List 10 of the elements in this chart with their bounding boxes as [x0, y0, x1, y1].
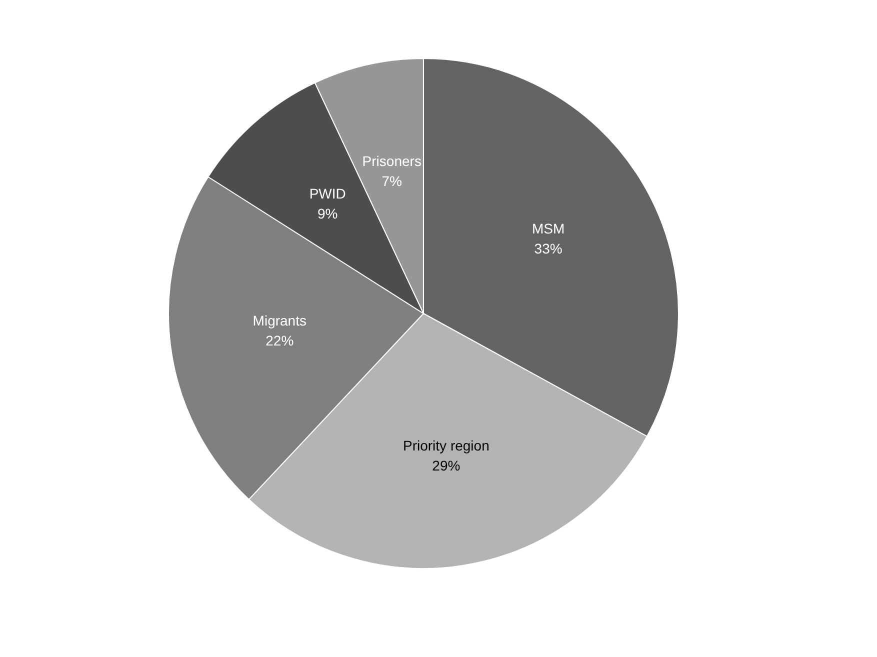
data-label: 22% — [266, 332, 294, 349]
data-label: 7% — [382, 172, 402, 189]
slice-label: Prisoners — [362, 152, 422, 169]
data-label: 9% — [317, 206, 338, 222]
slice-label: MSM — [532, 220, 565, 237]
slice-label: Priority region — [402, 438, 490, 454]
data-label: 29% — [432, 458, 460, 474]
data-label: 33% — [534, 240, 562, 257]
slice-label: Migrants — [252, 312, 306, 329]
slice-label: PWID — [309, 186, 346, 202]
